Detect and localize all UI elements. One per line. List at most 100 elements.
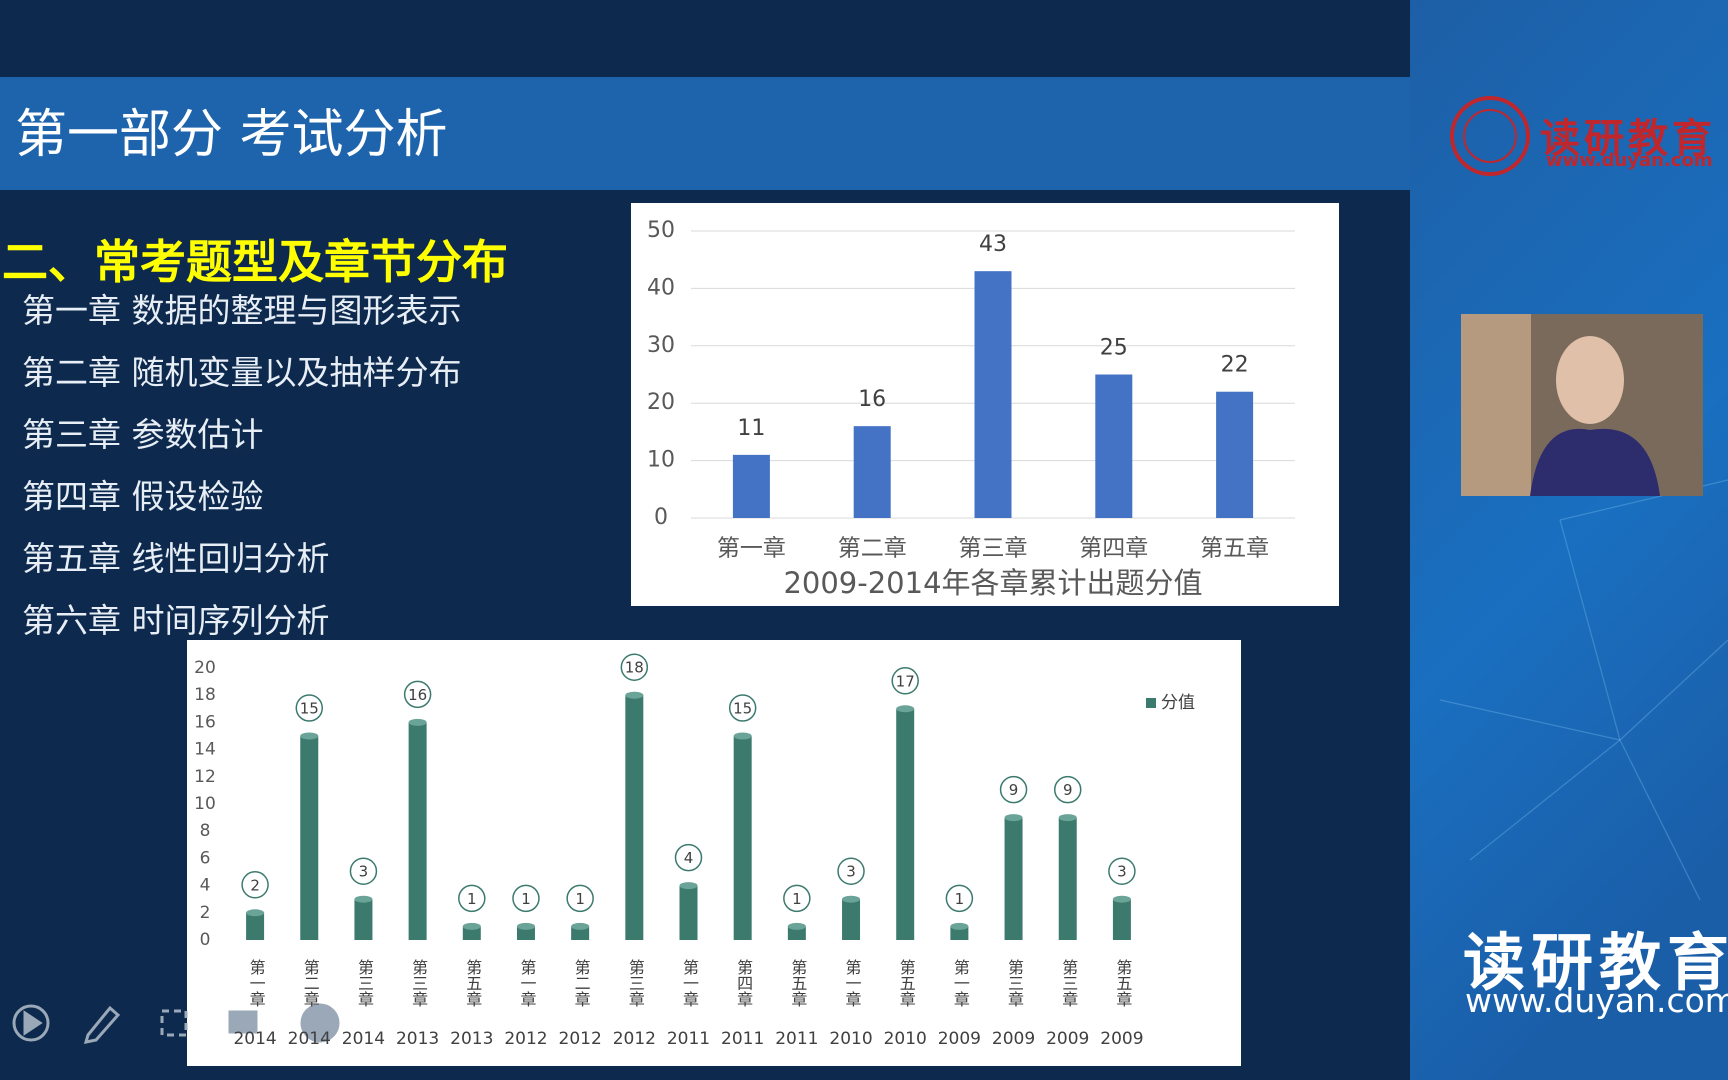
legend-label: 分值 [1161,693,1195,713]
chapter-item: 第五章 线性回归分析 [22,539,330,578]
bar [516,926,535,940]
bar [1004,817,1023,940]
value-label-circle [1053,775,1082,804]
x-year-label: 2013 [396,1029,439,1049]
chapter-item: 第三章 参数估计 [22,415,264,454]
x-tick-label: 第三章 [409,959,428,1007]
x-tick-label: 第一章 [843,959,862,1007]
value-label: 11 [737,416,765,441]
value-label: 15 [300,700,319,718]
bar-cap [679,882,698,890]
bar [408,722,427,940]
logo-mark [1450,96,1530,176]
toolbar [12,1003,340,1044]
y-tick-label: 16 [194,712,216,732]
bar [679,885,698,940]
value-label-circle [349,857,378,885]
value-label: 9 [1063,781,1073,799]
value-label: 18 [625,659,644,677]
value-label-circle [512,884,540,913]
screenshot-button[interactable] [160,1009,188,1037]
x-tick-label: 第五章 [897,959,916,1007]
value-label: 1 [467,890,477,908]
value-label-circle [674,843,703,872]
bar [571,926,590,940]
x-tick-label: 第三章 [1005,959,1024,1007]
x-year-label: 2014 [233,1029,276,1049]
pen-button[interactable] [83,1005,121,1044]
x-axis-title: 2009-2014年各章累计出题分值 [783,566,1202,600]
x-year-label: 2011 [775,1029,818,1049]
bar [974,271,1012,518]
bar-cap [842,895,861,903]
y-tick-label: 0 [654,505,668,530]
value-label-circle [295,694,324,722]
y-tick-label: 18 [194,685,216,705]
value-label: 17 [896,672,915,690]
value-label-circle [783,884,811,913]
side-panel [1410,0,1728,1080]
camera-button[interactable] [228,1010,258,1034]
value-label-circle [891,667,919,695]
x-tick-label: 第四章 [734,959,753,1007]
value-label: 9 [1009,781,1019,799]
bar [842,899,861,940]
value-label: 1 [955,890,965,908]
x-year-label: 2009 [1100,1029,1143,1049]
chapter-item: 第四章 假设检验 [22,477,264,516]
value-label-circle [566,884,594,913]
brand-url: www.duyan.com [1546,150,1713,171]
value-label: 16 [858,387,886,412]
slide-title: 第一部分 考试分析 [15,105,448,165]
x-year-label: 2009 [938,1029,981,1049]
value-label-circle [403,680,432,709]
webcam-door [1461,314,1531,496]
x-year-label: 2009 [1046,1029,1089,1049]
x-tick-label: 第三章 [355,959,374,1007]
bar-cap [1058,814,1077,822]
x-year-label: 2009 [992,1029,1035,1049]
value-label: 25 [1100,336,1128,361]
bar-cap [787,922,806,930]
bar [1095,374,1133,518]
x-tick-label: 第五章 [463,959,482,1007]
chart-panel [187,640,1241,1066]
play-button[interactable] [12,1004,50,1042]
brand-name: 读研教育 [1540,116,1716,162]
x-tick-label: 第五章 [1200,536,1269,562]
bar [1058,817,1077,940]
y-tick-label: 10 [647,448,675,473]
brand-name: 读研教育 [1463,926,1728,999]
bar-cap [300,732,319,740]
value-label: 3 [1117,863,1127,881]
bar-cap [950,922,969,930]
x-tick-label: 第五章 [1113,959,1132,1007]
value-label: 22 [1221,353,1249,378]
more-button[interactable] [300,1003,340,1043]
value-label-circle [620,653,649,681]
bar [1112,899,1131,940]
x-year-label: 2010 [829,1029,872,1049]
bar [853,426,891,518]
y-tick-label: 14 [194,740,216,760]
bar [732,454,770,518]
x-year-label: 2012 [504,1029,547,1049]
value-label: 15 [733,700,752,718]
chapter-item: 第六章 时间序列分析 [22,601,330,640]
value-label-circle [728,694,757,722]
value-label-circle [1108,857,1136,885]
y-tick-label: 12 [194,767,216,787]
bar [462,926,481,940]
play-icon [23,1010,43,1036]
value-label: 2 [250,876,260,894]
x-year-label: 2014 [342,1029,385,1049]
y-tick-label: 50 [647,218,675,243]
x-tick-label: 第二章 [572,959,591,1007]
bar-cap [571,922,590,930]
x-tick-label: 第三章 [959,536,1028,562]
logo-mark [1463,109,1517,163]
bar [300,736,319,940]
chapter-item: 第二章 随机变量以及抽样分布 [22,353,462,392]
